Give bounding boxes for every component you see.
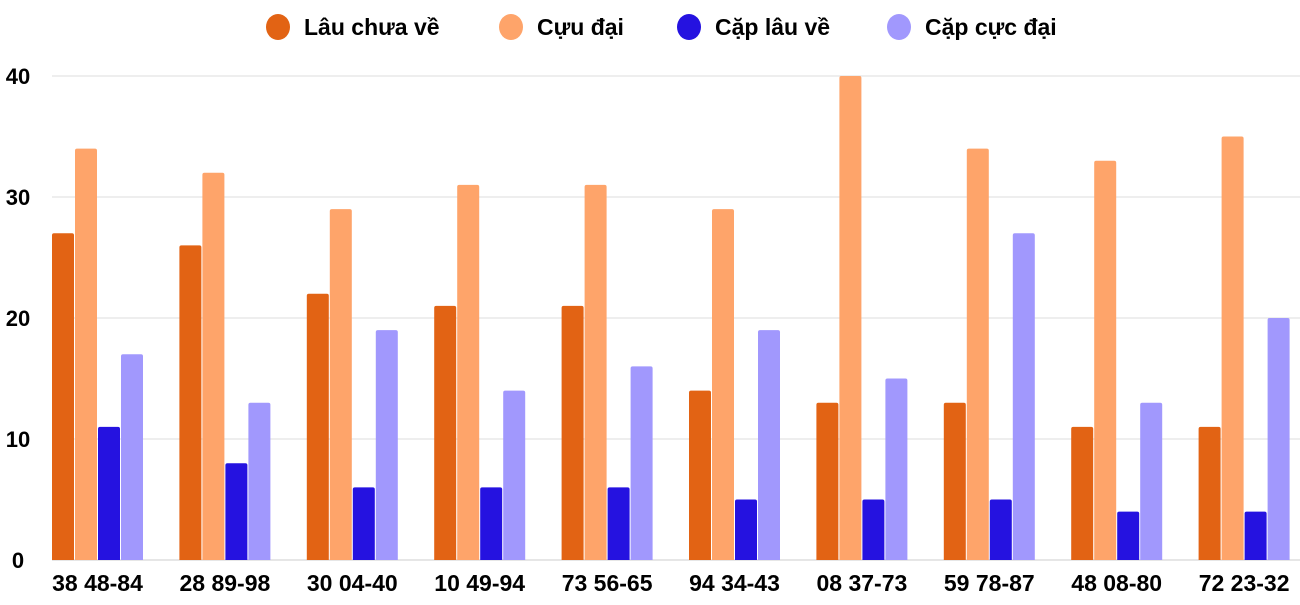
y-tick-label: 0 <box>12 548 24 573</box>
legend-item: Lâu chưa về <box>266 14 440 40</box>
bar <box>712 209 734 560</box>
x-tick-label: 72 23-32 <box>1199 570 1290 596</box>
bar <box>1094 160 1117 560</box>
bar <box>758 330 780 560</box>
x-tick-label: 28 89-98 <box>179 570 270 596</box>
legend-label: Cặp lâu về <box>715 14 830 40</box>
x-tick-label: 94 34-43 <box>689 570 780 596</box>
bar <box>503 390 526 560</box>
bar <box>1198 426 1221 560</box>
bar <box>885 378 908 560</box>
bar <box>989 499 1012 560</box>
x-tick-label: 30 04-40 <box>307 570 398 596</box>
bar <box>839 76 862 560</box>
bar <box>1221 136 1244 560</box>
legend-item: Cặp lâu về <box>677 14 830 40</box>
y-tick-label: 20 <box>6 306 30 331</box>
bar <box>630 366 653 560</box>
bar <box>225 463 248 560</box>
bar <box>306 293 329 560</box>
x-tick-label: 73 56-65 <box>562 570 653 596</box>
bars <box>52 76 1290 561</box>
bar <box>862 499 885 560</box>
bar <box>735 499 757 560</box>
legend-swatch <box>499 14 523 40</box>
y-tick-label: 10 <box>6 427 30 452</box>
legend-swatch <box>677 14 701 40</box>
legend-item: Cựu đại <box>499 14 624 40</box>
y-tick-label: 30 <box>6 185 30 210</box>
bar <box>584 184 607 560</box>
bar <box>816 402 839 560</box>
legend-label: Cặp cực đại <box>925 14 1057 40</box>
bar <box>457 184 480 560</box>
x-tick-label: 59 78-87 <box>944 570 1035 596</box>
bar <box>1267 318 1290 560</box>
legend: Lâu chưa về Cựu đại Cặp lâu về Cặp cực đại <box>266 14 1057 40</box>
bar <box>98 426 120 560</box>
bar <box>352 487 375 560</box>
bar <box>121 354 143 560</box>
bar <box>1117 511 1140 560</box>
x-tick-label: 38 48-84 <box>52 570 143 596</box>
x-axis: 38 48-84 28 89-98 30 04-40 10 49-94 73 56-65… <box>52 570 1289 596</box>
legend-swatch <box>887 14 911 40</box>
bar <box>1071 426 1094 560</box>
bar <box>480 487 503 560</box>
legend-swatch <box>266 14 290 40</box>
bar <box>434 305 457 560</box>
bar <box>689 390 711 560</box>
x-tick-label: 48 08-80 <box>1071 570 1162 596</box>
bar <box>1140 402 1163 560</box>
bar <box>561 305 584 560</box>
bar <box>202 172 225 561</box>
legend-item: Cặp cực đại <box>887 14 1057 40</box>
bar <box>1012 233 1035 561</box>
y-tick-label: 40 <box>6 64 30 89</box>
legend-label: Cựu đại <box>537 14 624 40</box>
bar <box>607 487 630 560</box>
x-tick-label: 10 49-94 <box>434 570 525 596</box>
x-tick-label: 08 37-73 <box>816 570 907 596</box>
bar <box>52 233 74 561</box>
bar <box>329 209 352 560</box>
y-axis: 0 10 20 30 40 <box>6 64 30 573</box>
bar <box>75 148 97 560</box>
bar <box>966 148 989 560</box>
bar <box>248 402 271 560</box>
legend-label: Lâu chưa về <box>304 14 440 40</box>
bar <box>943 402 966 560</box>
bar <box>375 330 398 560</box>
bar <box>179 245 202 560</box>
bar <box>1244 511 1267 560</box>
